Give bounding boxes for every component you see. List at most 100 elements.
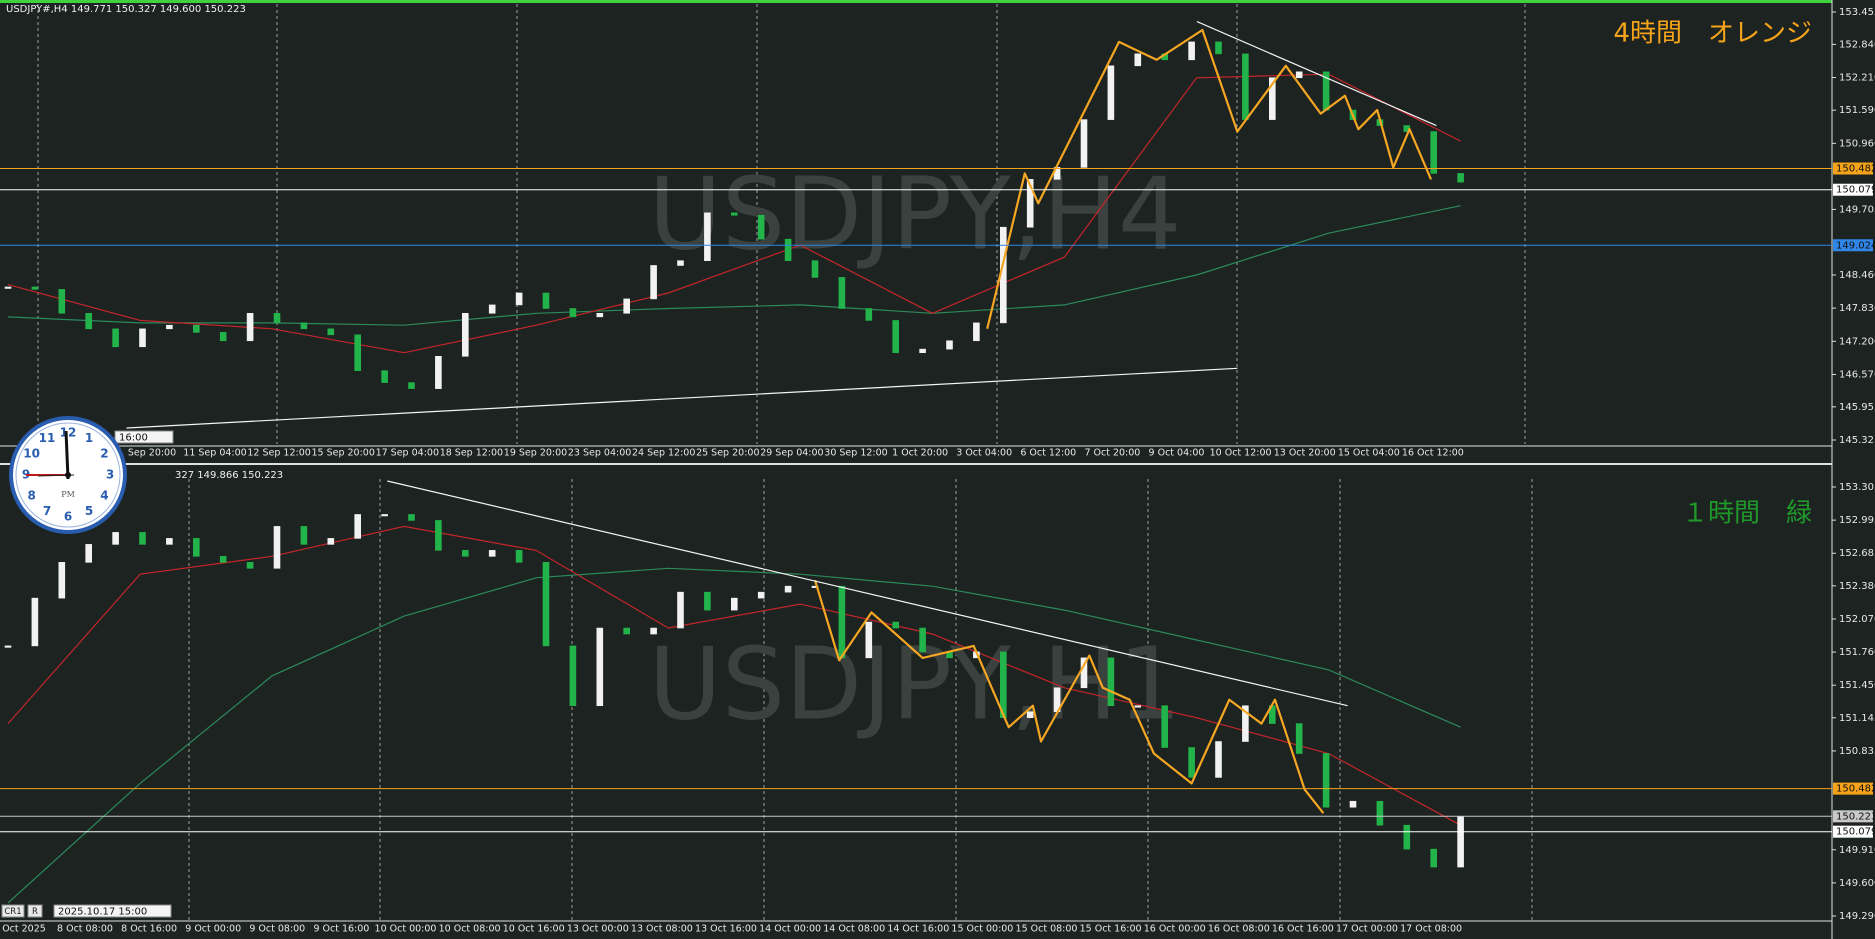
candle-body	[461, 312, 469, 357]
candle-body	[730, 212, 738, 216]
candle-body	[139, 532, 146, 545]
candle-body	[219, 332, 227, 342]
candle-body	[704, 591, 711, 611]
candle-body	[488, 304, 496, 314]
clock-hand-hour	[64, 430, 70, 480]
candle-body	[193, 538, 200, 557]
price-label: 153.305	[1839, 482, 1875, 493]
candle-body	[139, 328, 146, 348]
candle-body	[327, 538, 335, 545]
time-box-label: 16:00	[119, 433, 148, 444]
candle-body	[85, 312, 92, 330]
time-label: 13 Oct 08:00	[631, 924, 693, 935]
candle-body	[1269, 77, 1276, 120]
candle-body	[596, 312, 604, 318]
price-label: 150.960	[1839, 138, 1875, 149]
panel-note: １時間 緑	[1682, 499, 1812, 529]
zigzag	[813, 579, 1325, 814]
candle-body	[354, 514, 362, 539]
time-label: 10 Oct 16:00	[503, 924, 565, 935]
clock-number: 2	[100, 447, 108, 461]
candle-body	[677, 591, 684, 629]
price-label: 152.685	[1839, 548, 1875, 559]
level-box	[1833, 782, 1873, 795]
candle-body	[300, 322, 308, 330]
candle-body	[488, 550, 496, 557]
badge-label: R	[32, 907, 38, 917]
time-label: 9 Oct 00:00	[185, 924, 241, 935]
time-label: 15 Oct 16:00	[1080, 924, 1142, 935]
candle-body	[381, 370, 388, 383]
candle-body	[1242, 705, 1249, 742]
candle-body	[542, 292, 550, 309]
level-box	[1833, 810, 1873, 823]
candle-body	[919, 348, 926, 354]
time-label: 15 Sep 20:00	[311, 448, 374, 459]
candle-body	[515, 550, 523, 563]
time-label: 15 Oct 00:00	[951, 924, 1013, 935]
candle-body	[166, 538, 173, 545]
time-label: 13 Oct 16:00	[695, 924, 757, 935]
time-label: 8 Oct 16:00	[121, 924, 177, 935]
time-label: 23 Sep 04:00	[568, 448, 631, 459]
time-label: 16 Oct 08:00	[1208, 924, 1270, 935]
candle-body	[1430, 131, 1437, 174]
clock-number: 6	[64, 510, 72, 524]
candle-body	[1295, 71, 1303, 79]
watermark: USDJPY,H4	[649, 155, 1182, 272]
candle-body	[31, 286, 39, 290]
badge	[1, 904, 25, 918]
candle-body	[650, 265, 657, 300]
price-label: 151.145	[1839, 713, 1875, 724]
level-label: 149.024	[1836, 240, 1875, 251]
price-label: 150.835	[1839, 746, 1875, 757]
candle-body	[1376, 800, 1384, 826]
candle-body	[569, 645, 577, 707]
time-label: 17 Oct 08:00	[1400, 924, 1462, 935]
candle-body	[1107, 65, 1115, 120]
candle-body	[757, 591, 765, 599]
candle-body	[919, 627, 926, 653]
time-label: 6 Oct 12:00	[1020, 448, 1076, 459]
time-label: 11 Sep 04:00	[183, 448, 246, 459]
candle-body	[1295, 723, 1303, 754]
candle-body	[1349, 800, 1357, 808]
candle-body	[435, 355, 442, 389]
time-label: 14 Oct 00:00	[759, 924, 821, 935]
time-box-label: 2025.10.17 15:00	[58, 907, 147, 918]
time-label: 18 Sep 12:00	[440, 448, 503, 459]
ma-slow	[7, 567, 1461, 904]
price-label: 152.995	[1839, 515, 1875, 526]
candle-body	[1457, 173, 1464, 183]
time-label: 16 Oct 12:00	[1402, 448, 1464, 459]
time-box	[114, 430, 174, 444]
time-label: 14 Oct 08:00	[823, 924, 885, 935]
time-label: 10 Oct 12:00	[1210, 448, 1272, 459]
time-label: 15 Oct 08:00	[1016, 924, 1078, 935]
time-box	[53, 904, 172, 918]
time-label: 1 Oct 20:00	[892, 448, 948, 459]
time-label: 9 Oct 08:00	[249, 924, 305, 935]
candle-body	[1403, 824, 1411, 850]
zigzag	[986, 28, 1433, 330]
candle-body	[408, 514, 415, 521]
time-label: 29 Sep 04:00	[760, 448, 823, 459]
candle-body	[219, 556, 227, 563]
candle-body	[246, 312, 254, 342]
price-label: 152.210	[1839, 73, 1875, 84]
candle-body	[193, 324, 200, 333]
candle-body	[892, 621, 900, 629]
candle-body	[1242, 53, 1249, 120]
candle-body	[704, 212, 711, 261]
price-label: 148.460	[1839, 270, 1875, 281]
candle-body	[730, 597, 738, 611]
clock-number: 3	[106, 468, 114, 482]
price-label: 147.830	[1839, 303, 1875, 314]
symbol-header: USDJPY#,H4 149.771 150.327 149.600 150.2…	[6, 4, 246, 15]
time-label: 3 Oct 04:00	[956, 448, 1012, 459]
price-label: 151.760	[1839, 647, 1875, 658]
candle-body	[300, 526, 308, 545]
candle-body	[1322, 753, 1330, 808]
